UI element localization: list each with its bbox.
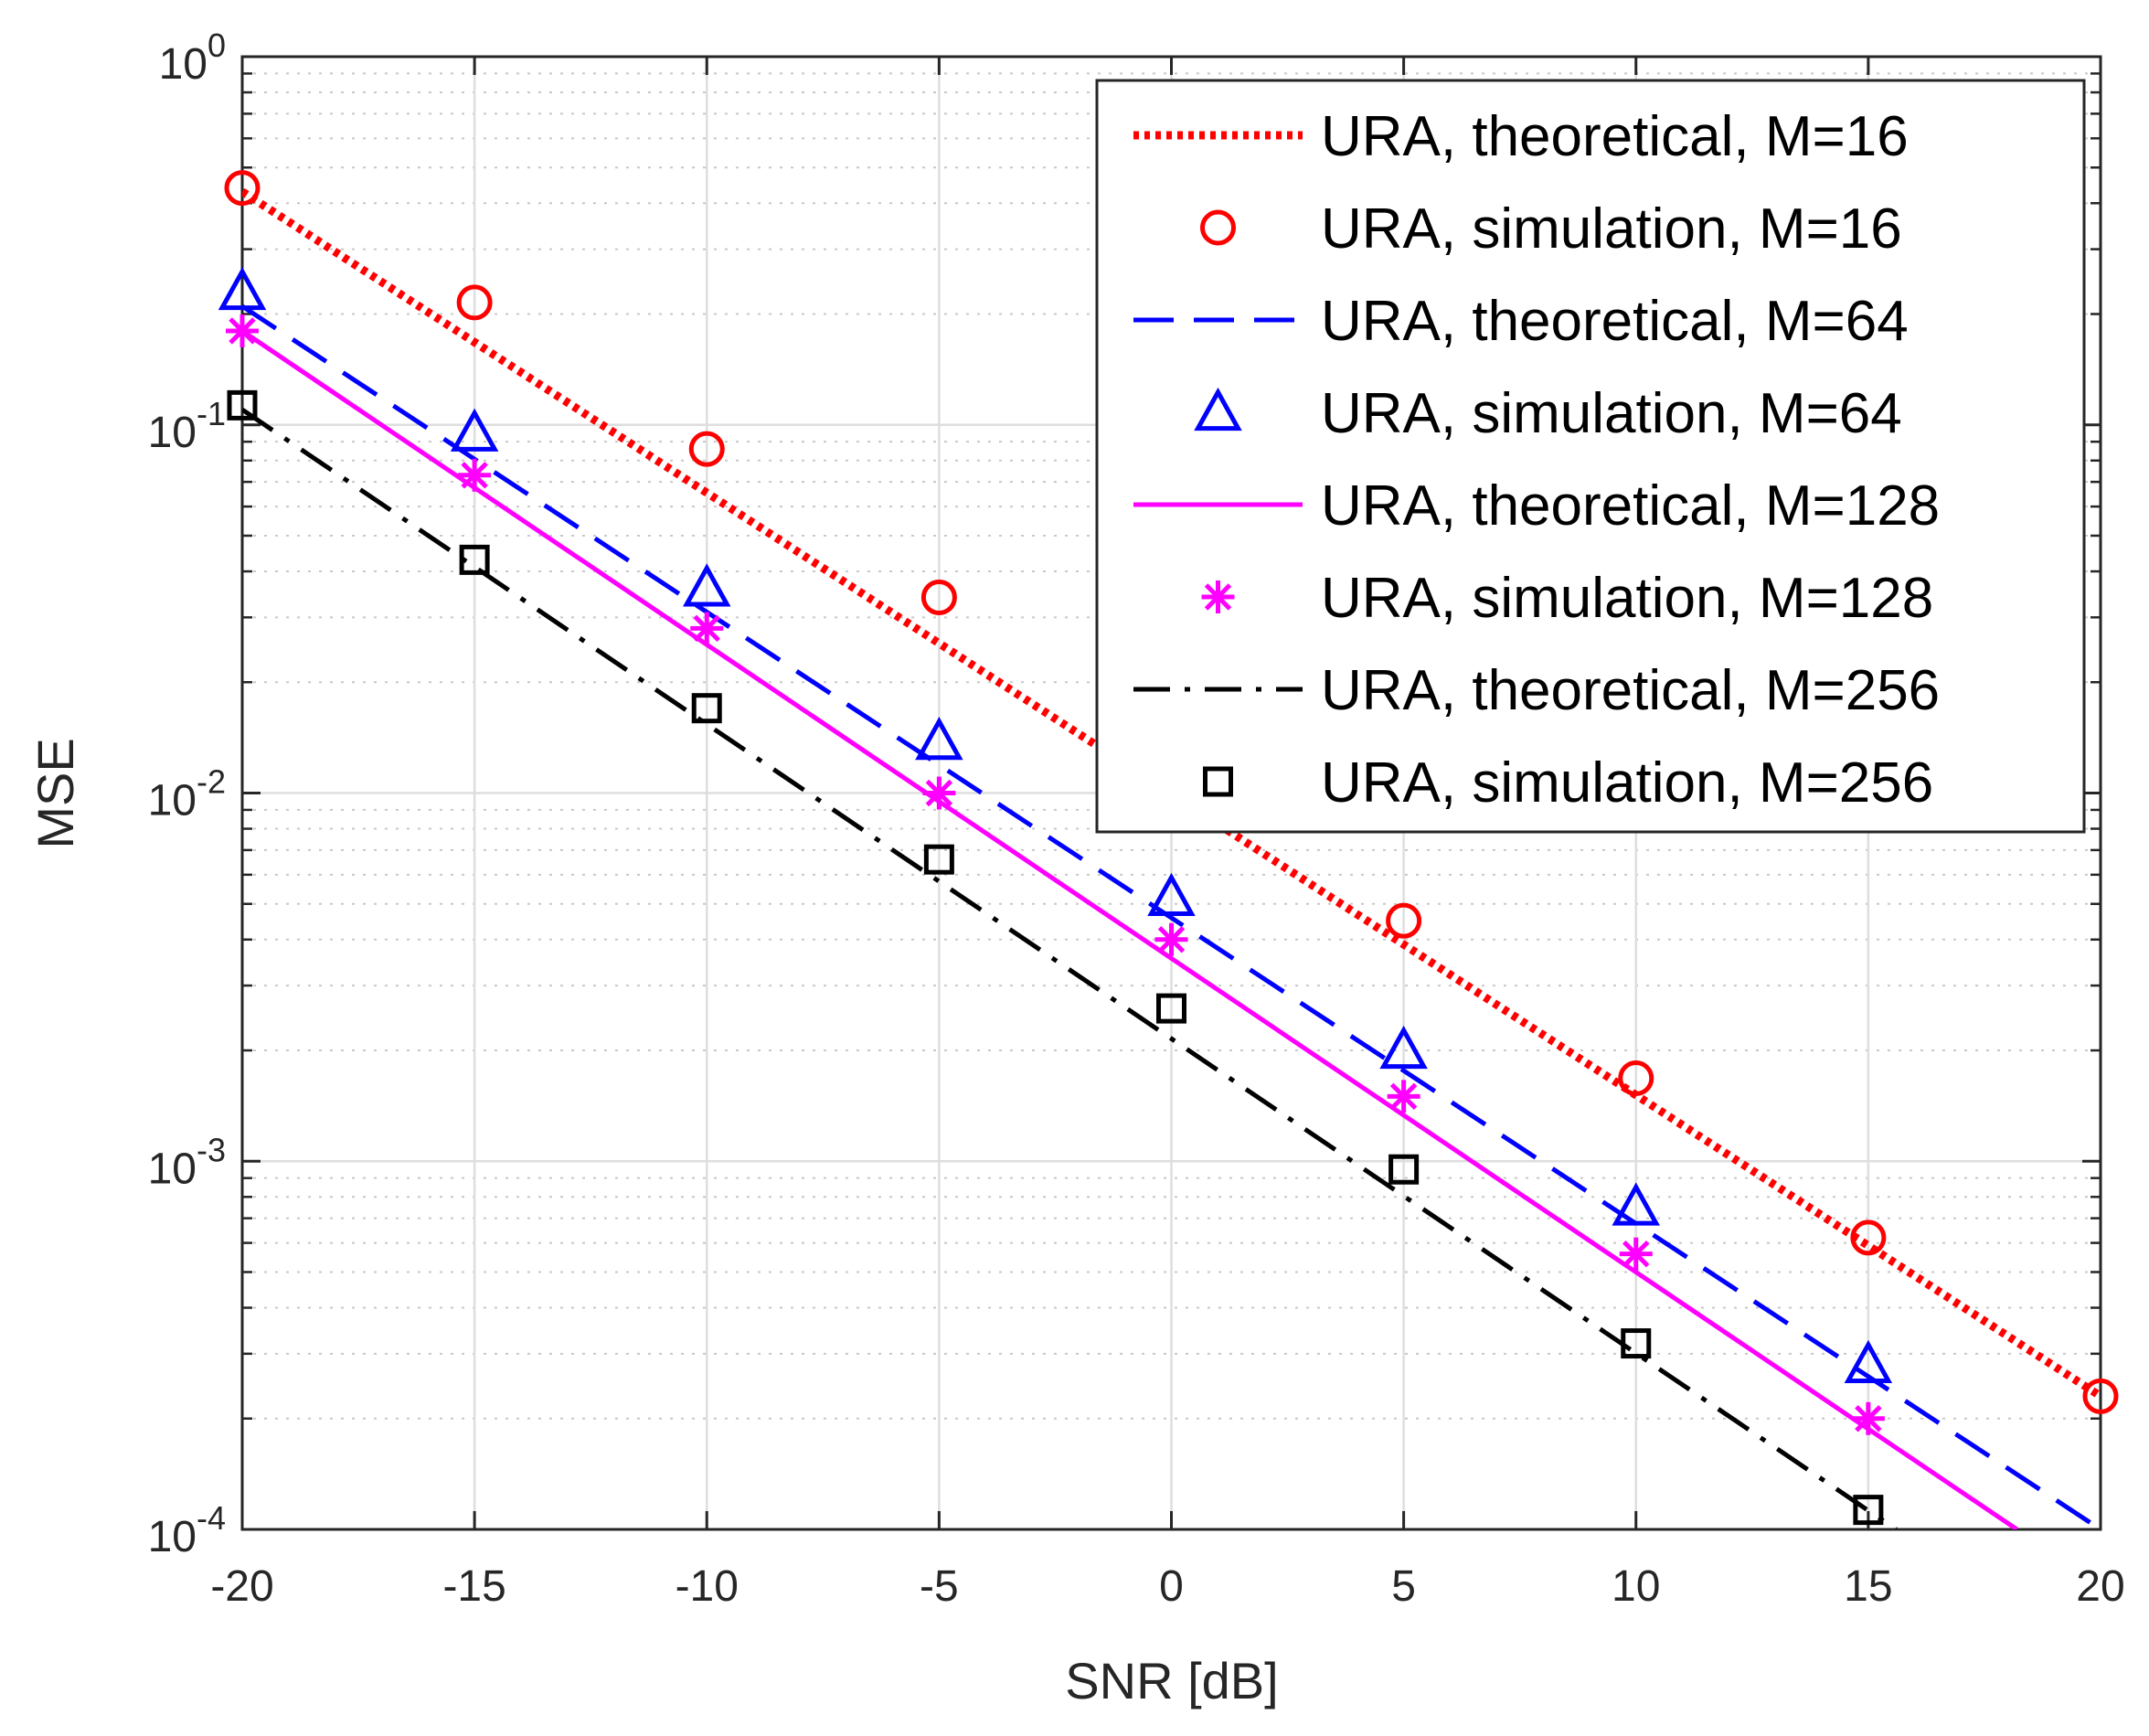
data-point-triangle: [450, 408, 499, 452]
legend-marker-triangle: [1194, 387, 1242, 431]
data-point-asterisk: [1387, 1080, 1420, 1113]
data-point-triangle: [1379, 1025, 1428, 1070]
legend: URA, theoretical, M=16 URA, simulation, M…: [1095, 79, 2086, 834]
x-tick-label: -10: [676, 1562, 739, 1611]
plot-series: [218, 170, 2119, 1529]
data-point-square: [227, 389, 258, 421]
data-point-asterisk: [922, 776, 956, 810]
data-point-asterisk: [226, 314, 259, 347]
legend-entry-label: URA, theoretical, M=256: [1321, 659, 1940, 722]
data-point-circle: [1386, 902, 1422, 939]
data-point-asterisk: [458, 458, 492, 492]
data-point-square: [1853, 1495, 1884, 1526]
data-point-circle: [2082, 1378, 2119, 1414]
y-tick-label: 10-2: [148, 763, 226, 825]
data-point-circle: [456, 284, 493, 321]
data-point-triangle: [1147, 872, 1196, 916]
y-tick-label: 100: [159, 27, 226, 89]
legend-entry-label: URA, theoretical, M=64: [1321, 290, 1909, 353]
data-point-square: [923, 844, 954, 875]
x-tick-label: 5: [1391, 1562, 1416, 1611]
legend-entry-label: URA, simulation, M=64: [1321, 382, 1902, 445]
legend-entry-label: URA, theoretical, M=16: [1321, 105, 1909, 168]
x-tick-label: 0: [1159, 1562, 1184, 1611]
legend-marker-circle: [1200, 209, 1236, 246]
x-tick-label: 20: [2076, 1562, 2124, 1611]
data-point-asterisk: [1619, 1237, 1653, 1271]
legend-entry-label: URA, simulation, M=256: [1321, 751, 1933, 815]
legend-entry-label: URA, simulation, M=16: [1321, 197, 1902, 261]
y-tick-label: 10-4: [148, 1499, 226, 1561]
data-point-triangle: [1612, 1182, 1660, 1226]
data-point-square: [1621, 1328, 1652, 1359]
data-point-square: [459, 544, 490, 575]
data-point-triangle: [683, 563, 731, 607]
x-tick-label: 15: [1844, 1562, 1892, 1611]
data-point-square: [1156, 993, 1186, 1024]
legend-marker-square: [1203, 766, 1233, 797]
series-line: [242, 187, 2101, 1401]
legend-box: [1095, 79, 2086, 834]
x-tick-label: -15: [442, 1562, 505, 1611]
data-point-asterisk: [1154, 922, 1188, 956]
x-tick-label: -5: [920, 1562, 959, 1611]
axes: -20 -15 -10 -5 0 5 10 15 20 10-4 10-3 10-2 10-1 100: [148, 27, 2125, 1611]
data-point-triangle: [1844, 1339, 1893, 1384]
data-point-triangle: [915, 717, 963, 761]
series-line: [242, 304, 2101, 1529]
legend-marker-asterisk: [1201, 580, 1235, 613]
data-point-circle: [920, 579, 957, 615]
data-point-square: [691, 693, 722, 724]
data-point-circle: [688, 431, 725, 467]
data-point-square: [1388, 1154, 1420, 1185]
x-tick-label: 10: [1612, 1562, 1660, 1611]
x-tick-label: -20: [210, 1562, 273, 1611]
data-point-asterisk: [690, 612, 724, 645]
data-point-triangle: [218, 266, 267, 311]
series-line: [242, 328, 2018, 1529]
data-point-circle: [1618, 1060, 1654, 1097]
legend-entry-label: URA, simulation, M=128: [1321, 567, 1933, 630]
y-tick-label: 10-1: [148, 395, 226, 457]
series-line: [242, 408, 1898, 1529]
data-point-circle: [224, 170, 261, 207]
data-point-asterisk: [1851, 1401, 1885, 1435]
y-tick-label: 10-3: [148, 1131, 226, 1193]
x-axis-title: SNR [dB]: [1065, 1652, 1278, 1709]
data-point-circle: [1850, 1219, 1887, 1256]
y-axis-title: MSE: [27, 738, 84, 848]
legend-entry-label: URA, theoretical, M=128: [1321, 474, 1940, 538]
